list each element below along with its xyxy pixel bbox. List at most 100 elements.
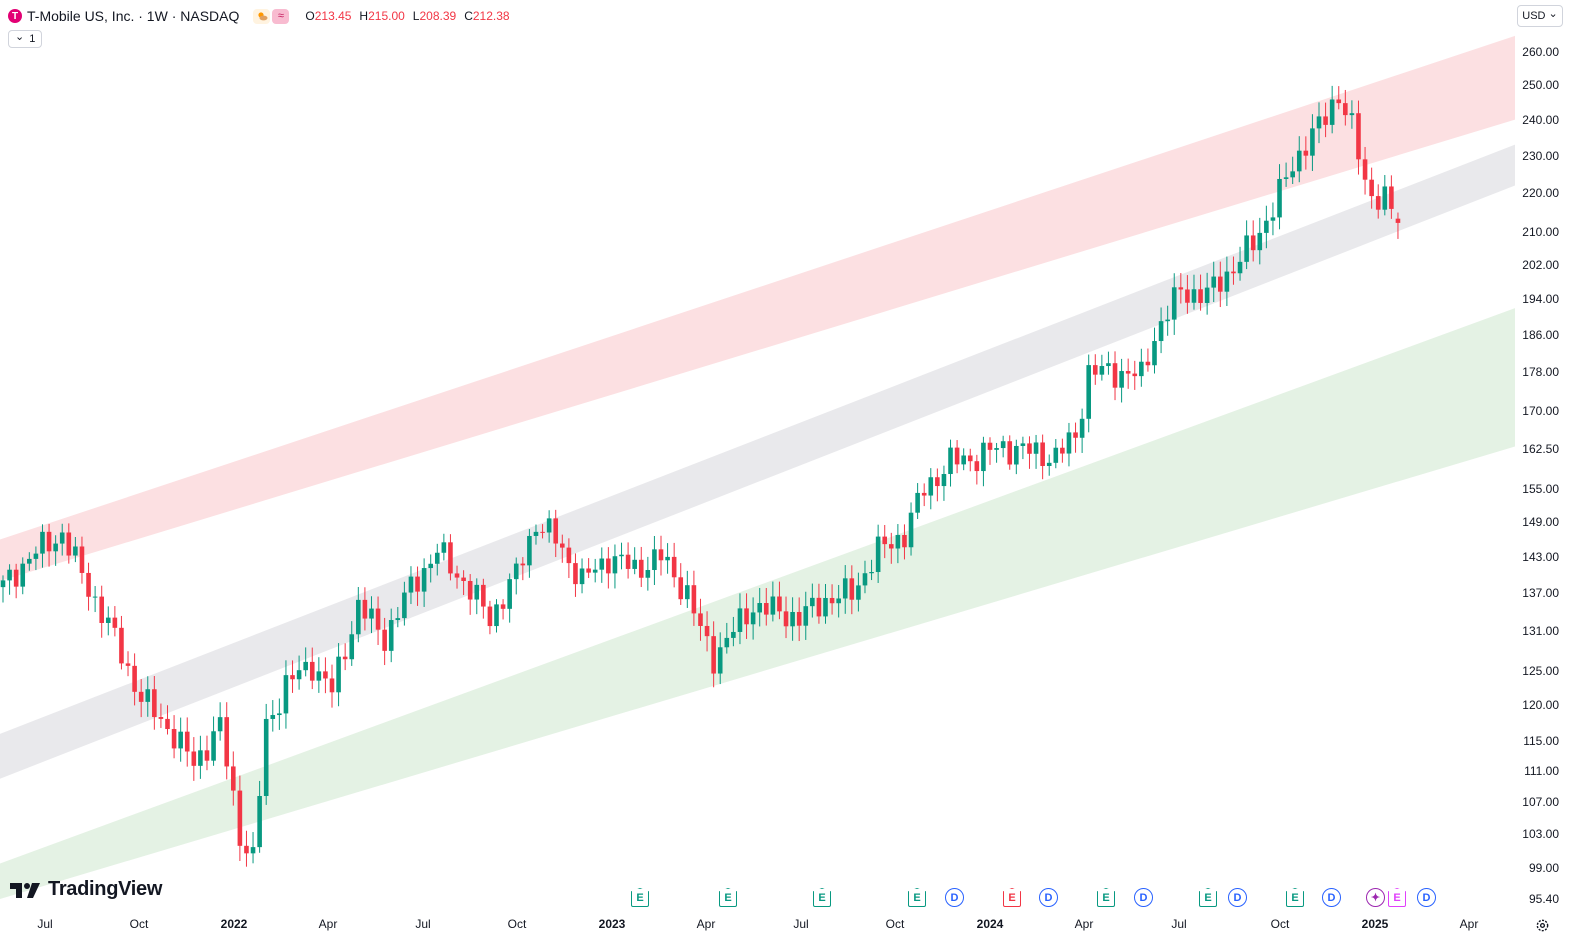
- ohlc-readout: O213.45 H215.00 L208.39 C212.38: [305, 9, 510, 23]
- candle: [171, 715, 177, 759]
- candle: [810, 583, 815, 618]
- gear-icon[interactable]: [1533, 916, 1551, 934]
- candle-body: [138, 691, 144, 702]
- candle-body: [1369, 179, 1374, 197]
- candle: [342, 643, 348, 671]
- candle-body: [579, 568, 585, 585]
- candle: [612, 544, 618, 589]
- candle-body: [1152, 341, 1157, 366]
- price-chart-canvas[interactable]: [0, 0, 1515, 912]
- candle-body: [487, 606, 493, 627]
- dividend-event-marker[interactable]: D: [1228, 888, 1247, 907]
- candle-body: [303, 661, 308, 671]
- candle: [895, 524, 901, 564]
- sun-cloud-icon[interactable]: [253, 8, 271, 24]
- candle: [1014, 439, 1019, 475]
- candle: [1270, 202, 1276, 236]
- candle: [1329, 85, 1335, 134]
- dividend-event-marker[interactable]: D: [1039, 888, 1058, 907]
- currency-selector[interactable]: USD ⌄: [1517, 5, 1563, 27]
- candle-body: [750, 612, 756, 625]
- candle: [132, 653, 137, 706]
- legend-collapse-button[interactable]: ⌄ 1: [8, 30, 43, 48]
- candle-body: [513, 563, 519, 580]
- earnings-event-marker[interactable]: E: [1388, 888, 1406, 907]
- candle-body: [237, 790, 243, 846]
- dividend-event-marker[interactable]: D: [1134, 888, 1153, 907]
- candle: [1323, 102, 1328, 138]
- candle-body: [1211, 276, 1217, 288]
- candle: [744, 593, 749, 639]
- time-axis-label: Oct: [507, 917, 527, 931]
- candle: [152, 676, 157, 730]
- candle: [145, 676, 151, 717]
- candle-body: [1323, 116, 1328, 125]
- approx-icon[interactable]: ≈: [272, 8, 290, 24]
- earnings-event-marker[interactable]: E: [908, 888, 926, 907]
- candle-body: [678, 577, 684, 600]
- earnings-event-marker[interactable]: E: [631, 888, 649, 907]
- candle-body: [217, 717, 223, 732]
- candle-body: [638, 559, 644, 578]
- candle-body: [7, 569, 12, 581]
- open-value: 213.45: [314, 9, 352, 23]
- dividend-event-marker[interactable]: D: [1417, 888, 1436, 907]
- candle-body: [79, 546, 85, 573]
- candle: [1165, 305, 1170, 336]
- candle: [184, 717, 190, 767]
- candle: [309, 647, 315, 690]
- candle-body: [1257, 232, 1263, 251]
- dividend-event-marker[interactable]: D: [1322, 888, 1341, 907]
- candle-body: [1079, 418, 1085, 438]
- candle-body: [283, 675, 289, 714]
- candle-body: [198, 750, 203, 766]
- tradingview-logo[interactable]: TradingView: [10, 878, 162, 901]
- candle: [0, 575, 6, 603]
- candle: [698, 598, 703, 641]
- time-axis-label: Oct: [885, 917, 905, 931]
- candle: [513, 557, 519, 595]
- candle: [862, 560, 868, 594]
- candle-body: [362, 599, 368, 619]
- candle-body: [342, 656, 348, 660]
- candle: [967, 448, 973, 472]
- candle-body: [224, 717, 230, 767]
- earnings-event-marker[interactable]: E: [1286, 888, 1304, 907]
- candle: [685, 570, 690, 608]
- candle: [356, 586, 361, 643]
- candle: [1139, 348, 1144, 387]
- earnings-event-marker[interactable]: E: [1003, 888, 1021, 907]
- candle-body: [573, 563, 578, 585]
- time-axis[interactable]: Jul Oct 2022 Apr Jul Oct 2023 Apr Jul Oct 2024 Apr J…: [0, 912, 1515, 946]
- candle-body: [698, 613, 703, 626]
- split-event-marker[interactable]: ✦: [1366, 888, 1385, 907]
- price-axis-label: 186.00: [1522, 327, 1559, 342]
- candle-body: [658, 549, 664, 561]
- candle-body: [829, 597, 835, 604]
- candle: [520, 557, 526, 581]
- candle-body: [862, 573, 868, 586]
- candle: [724, 622, 730, 654]
- dividend-event-marker[interactable]: D: [945, 888, 964, 907]
- candle-body: [441, 542, 447, 553]
- earnings-event-marker[interactable]: E: [813, 888, 831, 907]
- candle: [948, 439, 953, 487]
- candle-body: [671, 556, 677, 578]
- candle: [783, 596, 789, 639]
- candle: [638, 546, 644, 588]
- earnings-event-marker[interactable]: E: [1097, 888, 1115, 907]
- price-axis-label: 103.00: [1522, 827, 1559, 842]
- candle: [1204, 272, 1210, 315]
- price-axis[interactable]: 260.00 250.00 240.00 230.00 220.00 210.00 202.…: [1515, 0, 1587, 912]
- candle-body: [415, 576, 420, 592]
- close-value: 212.38: [472, 9, 510, 23]
- candle-body: [731, 631, 736, 638]
- earnings-event-marker[interactable]: E: [719, 888, 737, 907]
- candle: [237, 775, 243, 861]
- candle: [53, 535, 58, 566]
- symbol-title[interactable]: T-Mobile US, Inc. · 1W · NASDAQ: [27, 8, 240, 24]
- candle-body: [836, 598, 841, 604]
- earnings-event-marker[interactable]: E: [1199, 888, 1217, 907]
- candle: [487, 600, 493, 635]
- candle-body: [711, 636, 716, 674]
